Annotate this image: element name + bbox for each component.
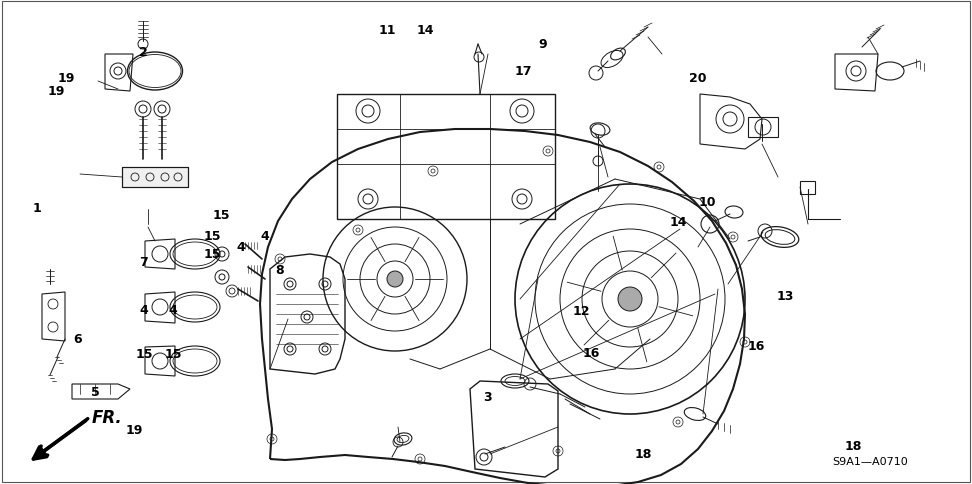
- Text: 1: 1: [32, 202, 42, 214]
- Text: 16: 16: [747, 340, 765, 352]
- Text: 15: 15: [213, 209, 230, 222]
- Text: 15: 15: [164, 347, 182, 360]
- Text: 18: 18: [845, 439, 862, 452]
- Text: 5: 5: [90, 386, 100, 398]
- Text: 4: 4: [260, 230, 269, 242]
- Text: 2: 2: [139, 46, 149, 59]
- Text: 13: 13: [777, 290, 794, 302]
- Text: 4: 4: [236, 241, 246, 253]
- Text: 6: 6: [74, 333, 82, 345]
- Text: 10: 10: [699, 196, 716, 209]
- Text: 17: 17: [514, 65, 532, 78]
- Text: 8: 8: [276, 264, 284, 276]
- Text: S9A1—A0710: S9A1—A0710: [832, 456, 908, 466]
- Text: 4: 4: [168, 303, 178, 316]
- Text: 4: 4: [139, 303, 149, 316]
- Text: 3: 3: [484, 391, 492, 403]
- Text: 11: 11: [378, 24, 396, 36]
- Text: 14: 14: [417, 24, 434, 36]
- Text: 7: 7: [139, 256, 149, 269]
- Text: 19: 19: [125, 424, 143, 436]
- Text: 18: 18: [635, 448, 652, 460]
- Circle shape: [387, 272, 403, 287]
- Circle shape: [618, 287, 642, 311]
- Text: 12: 12: [573, 304, 590, 317]
- Text: 15: 15: [203, 230, 221, 242]
- Text: FR.: FR.: [92, 408, 122, 426]
- Text: 14: 14: [670, 215, 687, 228]
- Text: 19: 19: [48, 85, 65, 97]
- Text: 15: 15: [203, 248, 221, 260]
- Text: 16: 16: [582, 346, 600, 359]
- Text: 9: 9: [538, 38, 546, 51]
- Text: 15: 15: [135, 347, 153, 360]
- Text: 20: 20: [689, 72, 707, 85]
- Polygon shape: [122, 167, 188, 188]
- Text: 19: 19: [57, 72, 75, 85]
